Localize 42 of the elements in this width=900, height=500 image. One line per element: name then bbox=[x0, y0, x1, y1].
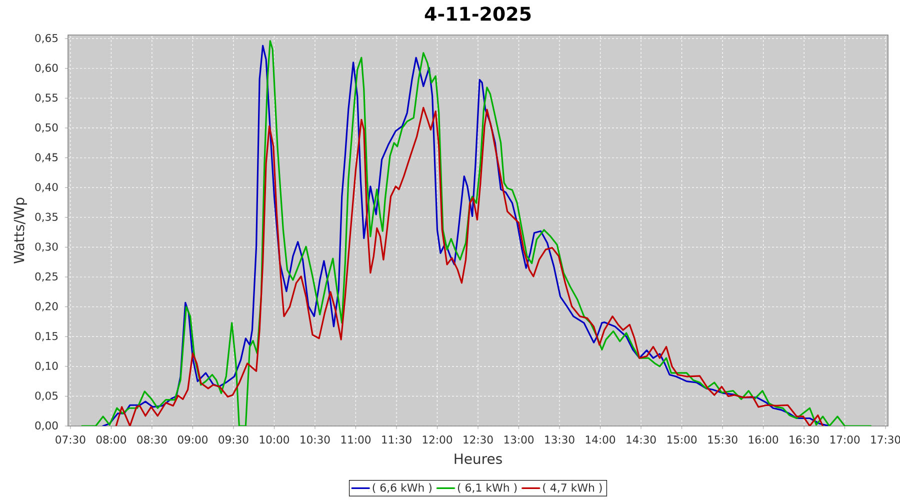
y-tick-label: 0,20 bbox=[35, 302, 58, 312]
x-tick-label: 16:30 bbox=[790, 436, 819, 444]
legend-label: ( 4,7 kWh ) bbox=[543, 483, 602, 494]
y-tick-label: 0,15 bbox=[35, 332, 58, 342]
legend-label: ( 6,1 kWh ) bbox=[458, 483, 517, 494]
x-tick-label: 13:30 bbox=[545, 436, 574, 444]
x-tick-label: 17:00 bbox=[830, 436, 860, 444]
x-tick-label: 09:30 bbox=[218, 436, 248, 444]
y-tick-label: 0,05 bbox=[35, 392, 58, 401]
y-tick-label: 0,50 bbox=[35, 123, 58, 133]
x-tick-label: 17:30 bbox=[871, 436, 900, 444]
x-tick-label: 12:00 bbox=[422, 436, 452, 444]
x-tick-label: 15:30 bbox=[708, 436, 738, 444]
y-tick-label: 0,30 bbox=[35, 242, 58, 252]
legend-label: ( 6,6 kWh ) bbox=[372, 483, 432, 494]
y-tick-label: 0,40 bbox=[35, 182, 58, 192]
x-tick-label: 11:30 bbox=[382, 436, 412, 444]
y-tick-label: 0,55 bbox=[35, 94, 58, 103]
y-tick-label: 0,65 bbox=[35, 34, 58, 44]
y-tick-label: 0,10 bbox=[35, 362, 58, 372]
x-axis-title: Heures bbox=[454, 454, 502, 464]
y-tick-label: 0,25 bbox=[35, 272, 58, 282]
x-tick-label: 08:00 bbox=[96, 436, 126, 444]
x-tick-label: 15:00 bbox=[667, 436, 697, 444]
line-series bbox=[115, 106, 824, 426]
y-tick-label: 0,60 bbox=[35, 64, 58, 73]
x-tick-label: 11:00 bbox=[341, 436, 371, 444]
x-tick-label: 10:00 bbox=[260, 436, 290, 444]
x-tick-label: 16:00 bbox=[748, 436, 778, 444]
x-tick-label: 08:30 bbox=[137, 436, 167, 444]
x-tick-label: 14:30 bbox=[626, 436, 656, 444]
x-tick-label: 12:30 bbox=[464, 436, 493, 444]
x-tick-label: 09:00 bbox=[178, 436, 208, 444]
y-axis-title: Watts/Wp bbox=[14, 198, 27, 264]
y-tick-label: 0,35 bbox=[35, 212, 58, 222]
y-tick-label: 0,45 bbox=[35, 153, 58, 162]
chart-title: 4-11-2025 bbox=[424, 6, 531, 21]
x-tick-label: 10:30 bbox=[300, 436, 330, 444]
y-tick-label: 0,00 bbox=[35, 421, 58, 431]
x-tick-label: 14:00 bbox=[586, 436, 616, 444]
x-tick-label: 07:30 bbox=[56, 436, 86, 444]
x-tick-label: 13:00 bbox=[504, 436, 534, 444]
